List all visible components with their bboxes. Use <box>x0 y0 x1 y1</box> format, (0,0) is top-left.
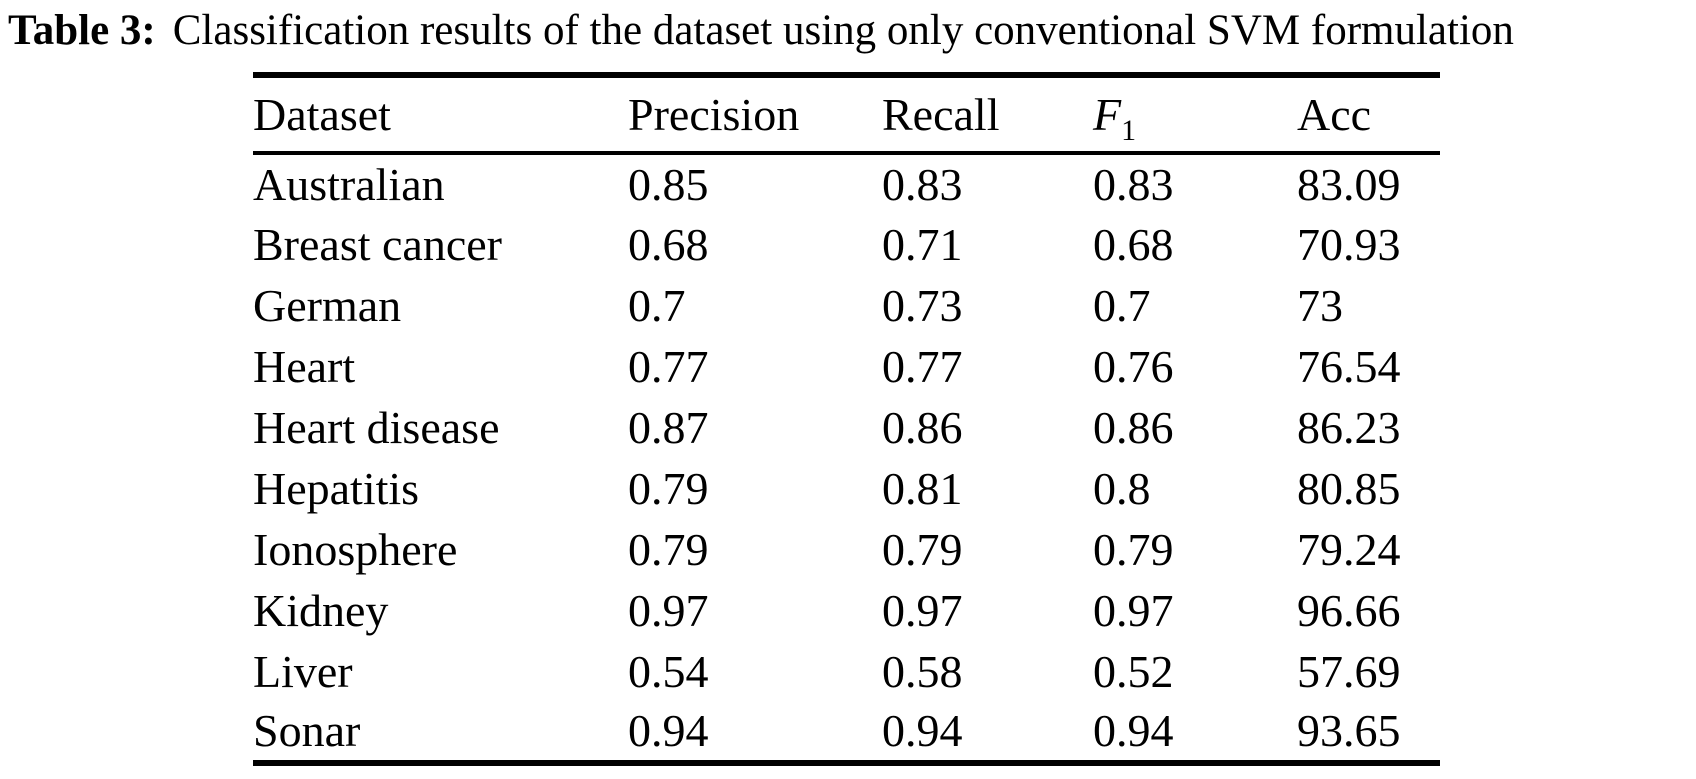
results-table-container: Dataset Precision Recall F1 Acc Australian 0.… <box>253 72 1440 766</box>
cell-dataset: Hepatitis <box>253 462 420 514</box>
cell-precision: 0.85 <box>628 158 709 210</box>
column-header-f1: F1 <box>1093 75 1297 153</box>
table-row: Liver 0.54 0.58 0.52 57.69 <box>253 641 1440 702</box>
header-row: Dataset Precision Recall F1 Acc <box>253 75 1440 153</box>
cell-f1: 0.52 <box>1093 645 1174 697</box>
cell-precision: 0.79 <box>628 462 709 514</box>
column-header-f1-subscript: 1 <box>1121 113 1137 147</box>
cell-precision: 0.79 <box>628 523 709 575</box>
column-header-precision: Precision <box>628 88 800 140</box>
cell-acc: 80.85 <box>1297 462 1401 514</box>
cell-acc: 79.24 <box>1297 523 1401 575</box>
cell-dataset: Kidney <box>253 584 389 636</box>
table-row: Ionosphere 0.79 0.79 0.79 79.24 <box>253 519 1440 580</box>
results-table: Dataset Precision Recall F1 Acc Australian 0.… <box>253 72 1440 766</box>
cell-f1: 0.76 <box>1093 340 1174 392</box>
cell-precision: 0.94 <box>628 705 709 756</box>
cell-f1: 0.86 <box>1093 401 1174 453</box>
table-head: Dataset Precision Recall F1 Acc <box>253 75 1440 153</box>
table-row: German 0.7 0.73 0.7 73 <box>253 275 1440 336</box>
cell-f1: 0.79 <box>1093 523 1174 575</box>
cell-acc: 96.66 <box>1297 584 1401 636</box>
cell-recall: 0.79 <box>882 523 963 575</box>
table-row: Australian 0.85 0.83 0.83 83.09 <box>253 153 1440 214</box>
cell-recall: 0.83 <box>882 158 963 210</box>
table-row: Hepatitis 0.79 0.81 0.8 80.85 <box>253 458 1440 519</box>
cell-recall: 0.77 <box>882 340 963 392</box>
caption-text: Classification results of the dataset us… <box>172 7 1514 54</box>
cell-precision: 0.54 <box>628 645 709 697</box>
cell-recall: 0.94 <box>882 705 963 756</box>
cell-acc: 86.23 <box>1297 401 1401 453</box>
cell-recall: 0.71 <box>882 218 963 270</box>
cell-precision: 0.97 <box>628 584 709 636</box>
cell-recall: 0.97 <box>882 584 963 636</box>
cell-recall: 0.73 <box>882 279 963 331</box>
caption-label: Table 3: <box>8 7 156 54</box>
cell-dataset: Breast cancer <box>253 218 503 270</box>
cell-dataset: Heart <box>253 340 356 392</box>
column-header-recall: Recall <box>882 88 1000 140</box>
cell-acc: 93.65 <box>1297 705 1401 756</box>
table-row: Sonar 0.94 0.94 0.94 93.65 <box>253 702 1440 763</box>
cell-dataset: Ionosphere <box>253 523 458 575</box>
cell-dataset: Heart disease <box>253 401 500 453</box>
cell-dataset: Liver <box>253 645 353 697</box>
cell-acc: 57.69 <box>1297 645 1401 697</box>
cell-recall: 0.86 <box>882 401 963 453</box>
table-row: Heart 0.77 0.77 0.76 76.54 <box>253 336 1440 397</box>
cell-dataset: Sonar <box>253 705 361 756</box>
cell-recall: 0.58 <box>882 645 963 697</box>
cell-precision: 0.7 <box>628 279 686 331</box>
table-row: Kidney 0.97 0.97 0.97 96.66 <box>253 580 1440 641</box>
cell-f1: 0.68 <box>1093 218 1174 270</box>
cell-precision: 0.77 <box>628 340 709 392</box>
column-header-dataset: Dataset <box>253 88 391 140</box>
cell-precision: 0.68 <box>628 218 709 270</box>
cell-f1: 0.94 <box>1093 705 1174 756</box>
table-row: Breast cancer 0.68 0.71 0.68 70.93 <box>253 214 1440 275</box>
cell-dataset: German <box>253 279 402 331</box>
cell-acc: 70.93 <box>1297 218 1401 270</box>
column-header-f1-symbol: F <box>1093 88 1122 140</box>
cell-acc: 83.09 <box>1297 158 1401 210</box>
cell-acc: 73 <box>1297 279 1343 331</box>
table-row: Heart disease 0.87 0.86 0.86 86.23 <box>253 397 1440 458</box>
cell-recall: 0.81 <box>882 462 963 514</box>
cell-precision: 0.87 <box>628 401 709 453</box>
cell-f1: 0.83 <box>1093 158 1174 210</box>
table-body: Australian 0.85 0.83 0.83 83.09 Breast cancer… <box>253 153 1440 763</box>
cell-f1: 0.7 <box>1093 279 1151 331</box>
cell-f1: 0.97 <box>1093 584 1174 636</box>
table-caption: Table 3: Classification results of the da… <box>8 6 1696 55</box>
cell-dataset: Australian <box>253 158 445 210</box>
cell-acc: 76.54 <box>1297 340 1401 392</box>
column-header-acc: Acc <box>1297 88 1372 140</box>
cell-f1: 0.8 <box>1093 462 1151 514</box>
